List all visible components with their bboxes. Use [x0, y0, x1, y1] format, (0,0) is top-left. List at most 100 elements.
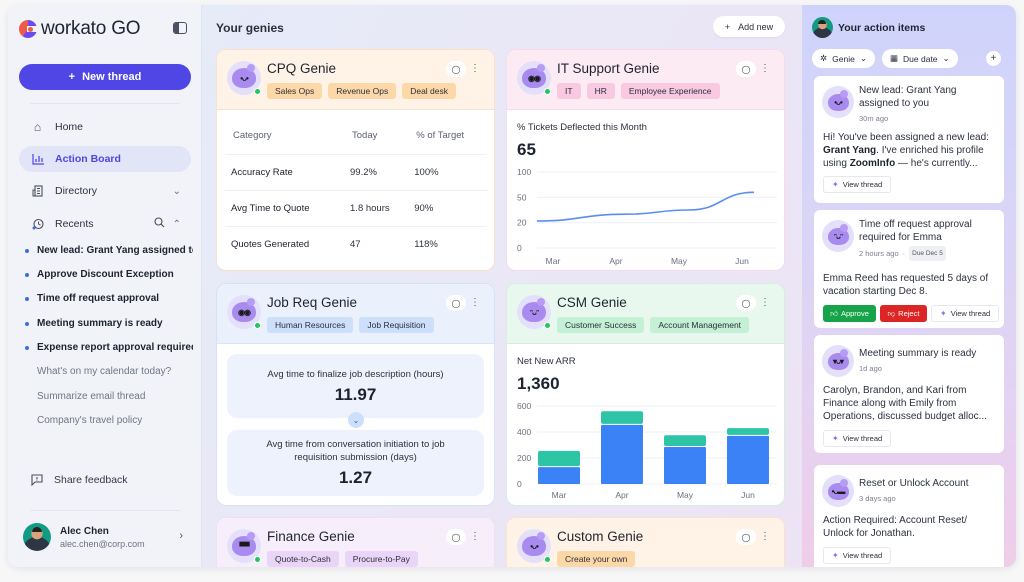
- genie-filter-dropdown[interactable]: ✲ Genie ⌄: [812, 49, 875, 68]
- metric-value: 1,360: [517, 374, 560, 393]
- card-header: ᵔᴗᵔ CSM Genie ◯ ⋮ Customer Success Accou…: [507, 284, 784, 344]
- arr-bar-chart: 0 200 400 600 Mar Apr May Jun: [517, 401, 777, 500]
- recent-item[interactable]: New lead: Grant Yang assigned to you: [25, 245, 193, 256]
- genie-smile-icon: •ᴗ•: [522, 532, 546, 556]
- add-filter-button[interactable]: +: [986, 51, 1001, 66]
- tag[interactable]: Create your own: [557, 551, 636, 567]
- it-support-genie-card[interactable]: ◉◉ IT Support Genie ◯ ⋮ IT HR Employee E…: [506, 49, 785, 271]
- unread-dot: [25, 321, 29, 326]
- chevron-down-icon[interactable]: ⌄: [172, 185, 181, 197]
- chevron-up-icon[interactable]: ⌃: [172, 218, 181, 230]
- genie-glasses-icon: ◉◉: [232, 298, 256, 322]
- more-options-icon[interactable]: ⋮: [470, 61, 480, 77]
- tag: Account Management: [650, 317, 750, 333]
- tag: Sales Ops: [267, 83, 323, 99]
- y-tick-label: 200: [517, 453, 531, 463]
- sidebar-item-home[interactable]: ⌂ Home: [19, 114, 191, 140]
- y-tick-label: 400: [517, 427, 531, 437]
- more-options-icon[interactable]: ⋮: [760, 61, 770, 77]
- new-thread-button[interactable]: + New thread: [19, 64, 191, 90]
- due-date-filter-dropdown[interactable]: ▦ Due date ⌄: [882, 49, 958, 68]
- genie-bowtie-icon: ᵔᴗᵔ: [522, 298, 546, 322]
- tag: Employee Experience: [620, 83, 720, 99]
- bar-segment-top: [727, 428, 769, 435]
- card-title: Finance Genie: [267, 529, 355, 544]
- recent-item[interactable]: Summarize email thread: [37, 391, 146, 402]
- genie-happy-icon: •ᴗ•: [232, 64, 256, 88]
- chevron-down-icon[interactable]: ⌄: [348, 412, 364, 428]
- x-tick-label: Mar: [546, 256, 561, 266]
- view-thread-button[interactable]: ✦ View thread: [823, 430, 892, 447]
- card-title: CSM Genie: [557, 295, 627, 310]
- chat-icon[interactable]: ◯: [446, 529, 466, 545]
- sidebar-toggle-icon[interactable]: [173, 22, 187, 34]
- chat-icon[interactable]: ◯: [446, 61, 466, 77]
- job-req-genie-card[interactable]: ◉◉ Job Req Genie ◯ ⋮ Human Resources Job…: [216, 283, 495, 506]
- y-tick-label: 50: [517, 192, 527, 202]
- more-options-icon[interactable]: ⋮: [760, 295, 770, 311]
- building-icon: [31, 185, 44, 198]
- recent-item[interactable]: Company's travel policy: [37, 415, 143, 426]
- tag: Customer Success: [557, 317, 645, 333]
- recent-item[interactable]: Approve Discount Exception: [25, 269, 193, 280]
- more-options-icon[interactable]: ⋮: [470, 529, 480, 545]
- finance-genie-card[interactable]: ▀▀ Finance Genie ◯ ⋮ Quote-to-Cash Procu…: [216, 517, 495, 567]
- more-options-icon[interactable]: ⋮: [470, 295, 480, 311]
- action-title: Reset or Unlock Account 3 days ago: [859, 477, 999, 505]
- genie-avatar: ᵔᴗᵔ: [517, 295, 551, 329]
- tag: Job Requisition: [359, 317, 434, 333]
- share-feedback-button[interactable]: Share feedback: [30, 473, 128, 486]
- action-item[interactable]: •ᴗ▬ Reset or Unlock Account 3 days ago A…: [814, 465, 1004, 567]
- cpq-genie-card[interactable]: •ᴗ• CPQ Genie ◯ ⋮ Sales Ops Revenue Ops …: [216, 49, 495, 271]
- tag: Revenue Ops: [328, 83, 397, 99]
- recent-item[interactable]: What's on my calendar today?: [37, 366, 172, 377]
- logo-text: workato GO: [41, 18, 141, 39]
- card-title: CPQ Genie: [267, 61, 337, 76]
- chat-icon[interactable]: ◯: [736, 61, 756, 77]
- tag: Procure-to-Pay: [344, 551, 418, 567]
- online-status-dot: [544, 88, 551, 95]
- unread-dot: [25, 248, 29, 253]
- action-item[interactable]: ᵔᴗᵔ Time off request approval required f…: [814, 210, 1004, 328]
- custom-genie-card[interactable]: •ᴗ• Custom Genie ◯ ⋮ Create your own: [506, 517, 785, 567]
- view-thread-button[interactable]: ✦ View thread: [931, 305, 1000, 322]
- sidebar-item-action-board[interactable]: Action Board: [19, 146, 191, 172]
- reject-button[interactable]: 👎︎ Reject: [880, 305, 927, 322]
- tag: Quote-to-Cash: [267, 551, 339, 567]
- user-email: alec.chen@corp.com: [60, 538, 145, 549]
- online-status-dot: [254, 88, 261, 95]
- online-status-dot: [544, 322, 551, 329]
- genie-mustache-icon: ᵔᴗᵔ: [827, 223, 849, 245]
- user-profile[interactable]: Alec Chen alec.chen@corp.com ›: [23, 521, 191, 553]
- y-tick-label: 100: [517, 167, 531, 177]
- stat-card: Avg time from conversation initiation to…: [227, 430, 484, 496]
- recent-item[interactable]: Expense report approval required: [25, 342, 193, 353]
- view-thread-button[interactable]: ✦ View thread: [823, 547, 892, 564]
- action-body: Carolyn, Brandon, and Kari from Finance …: [823, 385, 987, 422]
- recent-item[interactable]: Meeting summary is ready: [25, 318, 193, 329]
- search-icon[interactable]: [154, 217, 165, 231]
- action-item[interactable]: •ᴗ• New lead: Grant Yang assigned to you…: [814, 76, 1004, 203]
- chat-icon[interactable]: ◯: [736, 295, 756, 311]
- column-header: Today: [344, 118, 409, 155]
- feedback-icon: [30, 473, 43, 486]
- table-row: Avg Time to Quote 1.8 hours 90%: [225, 190, 487, 227]
- chat-icon[interactable]: ◯: [446, 295, 466, 311]
- chat-icon[interactable]: ◯: [736, 529, 756, 545]
- more-options-icon[interactable]: ⋮: [760, 529, 770, 545]
- card-title: IT Support Genie: [557, 61, 660, 76]
- recent-item[interactable]: Time off request approval: [25, 293, 193, 304]
- csm-genie-card[interactable]: ᵔᴗᵔ CSM Genie ◯ ⋮ Customer Success Accou…: [506, 283, 785, 506]
- add-new-button[interactable]: + Add new: [713, 16, 785, 37]
- genie-avatar: ▾ᴗ▾: [822, 345, 854, 377]
- view-thread-button[interactable]: ✦ View thread: [823, 176, 892, 193]
- table-row: Quotes Generated 47 118%: [225, 226, 487, 262]
- table-cell: 47: [350, 238, 361, 250]
- page-title: Your genies: [216, 21, 284, 35]
- sidebar-item-recents[interactable]: Recents ⌃: [19, 211, 191, 237]
- card-title: Job Req Genie: [267, 295, 358, 310]
- action-item[interactable]: ▾ᴗ▾ Meeting summary is ready 1d ago Caro…: [814, 335, 1004, 453]
- approve-button[interactable]: 👍︎ Approve: [823, 305, 876, 322]
- sidebar-item-directory[interactable]: Directory ⌄: [19, 178, 191, 204]
- data-line: [536, 191, 755, 222]
